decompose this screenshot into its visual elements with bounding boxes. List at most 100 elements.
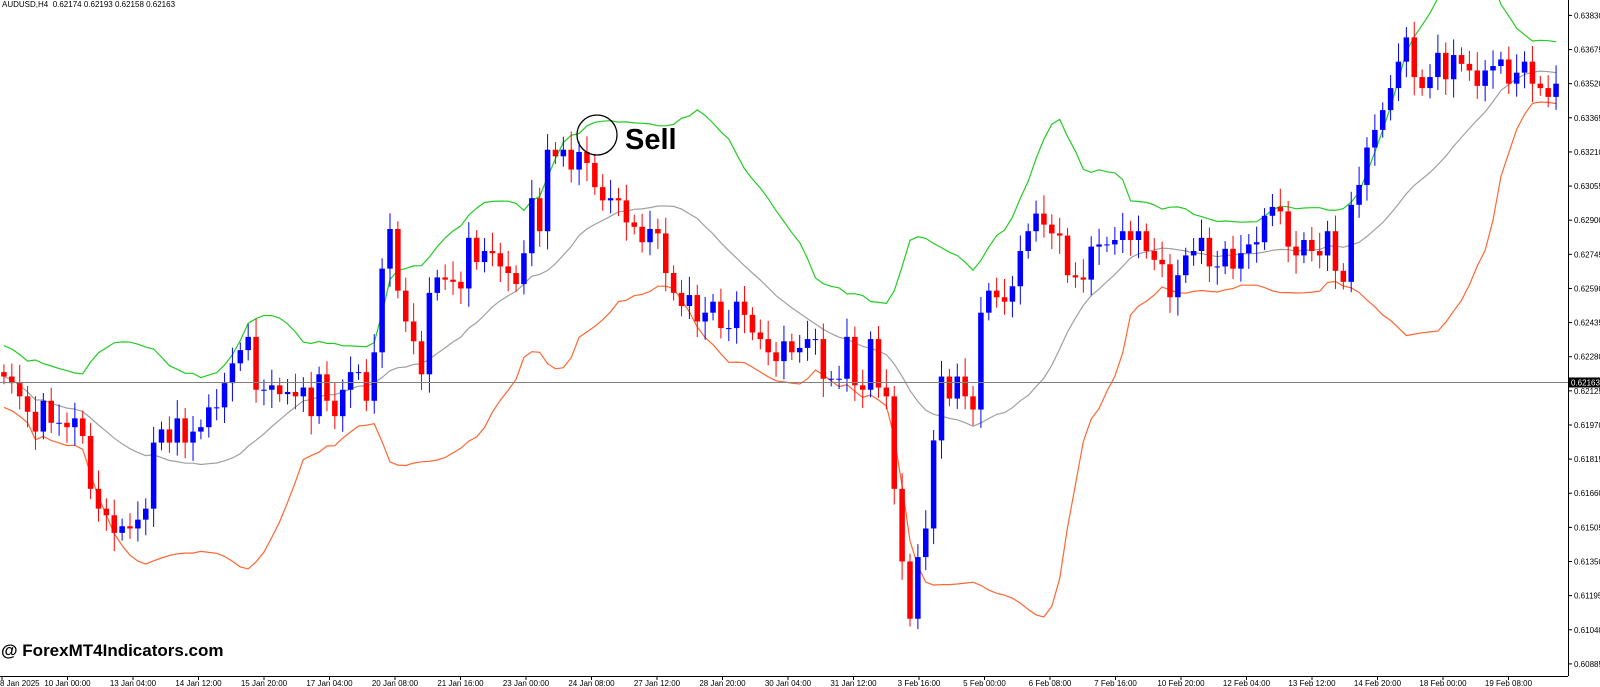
bear-candle-body (962, 376, 968, 397)
bear-candle-body (418, 341, 425, 375)
bull-candle-body (143, 508, 149, 520)
bear-candle-body (639, 226, 645, 243)
bear-candle-body (1332, 231, 1339, 271)
bear-candle-body (592, 162, 598, 188)
bull-candle-body (229, 363, 236, 384)
bull-candle-body (206, 407, 212, 428)
bull-candle-body (284, 391, 291, 395)
bull-candle-body (371, 352, 377, 401)
bull-candle-body (702, 312, 708, 322)
bear-candle-body (48, 400, 54, 423)
bull-candle-body (1096, 244, 1102, 247)
bull-candle-body (867, 339, 874, 390)
bull-candle-body (930, 440, 937, 529)
time-tick-label: 30 Jan 04:00 (765, 679, 812, 687)
bull-candle-body (213, 407, 220, 409)
bull-candle-body (1009, 286, 1016, 302)
bear-candle-body (1206, 237, 1213, 267)
bear-candle-body (1080, 277, 1087, 280)
bear-candle-body (678, 292, 685, 307)
price-tick-label: 0.61195 (1574, 592, 1600, 601)
bull-candle-body (387, 229, 393, 269)
bull-candle-body (261, 389, 267, 391)
time-axis-ticks: 8 Jan 2025 10 Jan 00:00 13 Jan 04:00 14 Jan… (0, 676, 1533, 687)
bull-candle-body (150, 442, 157, 509)
price-tick-label: 0.61505 (1574, 523, 1600, 532)
bear-candle-body (497, 253, 504, 267)
bull-candle-body (828, 378, 834, 380)
bull-candle-body (40, 400, 47, 432)
time-tick-label: 12 Feb 04:00 (1223, 679, 1271, 687)
bull-candle-body (1261, 215, 1268, 243)
bear-candle-body (111, 515, 117, 533)
bear-candle-body (1474, 70, 1481, 86)
bear-candle-body (395, 229, 401, 291)
time-tick-label: 10 Feb 20:00 (1157, 679, 1205, 687)
bull-candle-body (1372, 129, 1378, 148)
bull-candle-body (978, 312, 984, 410)
time-tick-label: 6 Feb 08:00 (1029, 679, 1072, 687)
bull-candle-body (1482, 70, 1488, 86)
time-tick-label: 10 Jan 00:00 (44, 679, 91, 687)
bear-candle-body (993, 290, 1000, 298)
bear-candle-body (292, 391, 299, 397)
time-tick-label: 15 Jan 20:00 (241, 679, 288, 687)
bear-candle-body (765, 339, 771, 353)
bull-candle-body (426, 292, 433, 375)
bull-candle-body (1498, 59, 1504, 67)
bull-candle-body (466, 237, 472, 289)
bear-candle-body (127, 526, 133, 529)
bear-candle-body (1419, 77, 1425, 89)
bear-candle-body (568, 149, 574, 170)
bull-candle-body (812, 339, 819, 341)
bear-candle-body (1277, 206, 1284, 212)
bear-candle-body (899, 488, 905, 562)
bull-candle-body (347, 372, 354, 390)
bear-candle-body (403, 290, 409, 322)
bear-candle-body (1127, 231, 1134, 241)
bull-candle-body (915, 557, 921, 619)
bear-candle-body (536, 198, 543, 232)
bear-candle-body (1285, 211, 1291, 247)
bull-candle-body (1238, 253, 1244, 269)
time-tick-label: 14 Jan 12:00 (175, 679, 222, 687)
bear-candle-body (166, 429, 173, 443)
time-tick-label: 20 Jan 08:00 (372, 679, 419, 687)
bear-candle-body (1293, 246, 1299, 256)
price-tick-label: 0.63365 (1574, 114, 1600, 123)
bear-candle-body (24, 396, 31, 412)
bull-candle-body (245, 336, 251, 351)
bull-candle-body (481, 251, 488, 263)
bear-candle-body (410, 321, 417, 342)
bear-candle-body (694, 295, 701, 322)
bull-candle-body (836, 378, 842, 380)
price-tick-label: 0.62745 (1574, 250, 1600, 259)
bull-candle-body (221, 383, 228, 408)
bear-candle-body (1049, 224, 1055, 234)
price-axis (0, 0, 1569, 677)
bear-candle-body (1064, 235, 1071, 276)
bear-candle-body (875, 339, 882, 388)
bear-candle-body (1506, 59, 1512, 84)
bear-candle-body (1056, 233, 1063, 236)
time-tick-label: 21 Jan 16:00 (437, 679, 484, 687)
bear-candle-body (789, 341, 795, 353)
bull-candle-body (1025, 231, 1031, 252)
bear-candle-body (473, 237, 480, 263)
symbol-header: AUDUSD,H4 0.62174 0.62193 0.62158 0.6216… (2, 0, 175, 9)
bear-candle-body (718, 301, 724, 329)
bull-candle-body (1033, 213, 1039, 232)
bull-candle-body (607, 198, 614, 201)
bull-candle-body (796, 347, 803, 353)
time-tick-label: 14 Feb 20:00 (1354, 679, 1402, 687)
bull-candle-body (1088, 246, 1094, 280)
bull-candle-body (726, 328, 732, 330)
bull-candle-body (1324, 231, 1331, 256)
price-tick-label: 0.61815 (1574, 455, 1600, 464)
bull-candle-body (521, 253, 527, 285)
bear-candle-body (308, 387, 314, 417)
bear-candle-body (1443, 52, 1449, 80)
